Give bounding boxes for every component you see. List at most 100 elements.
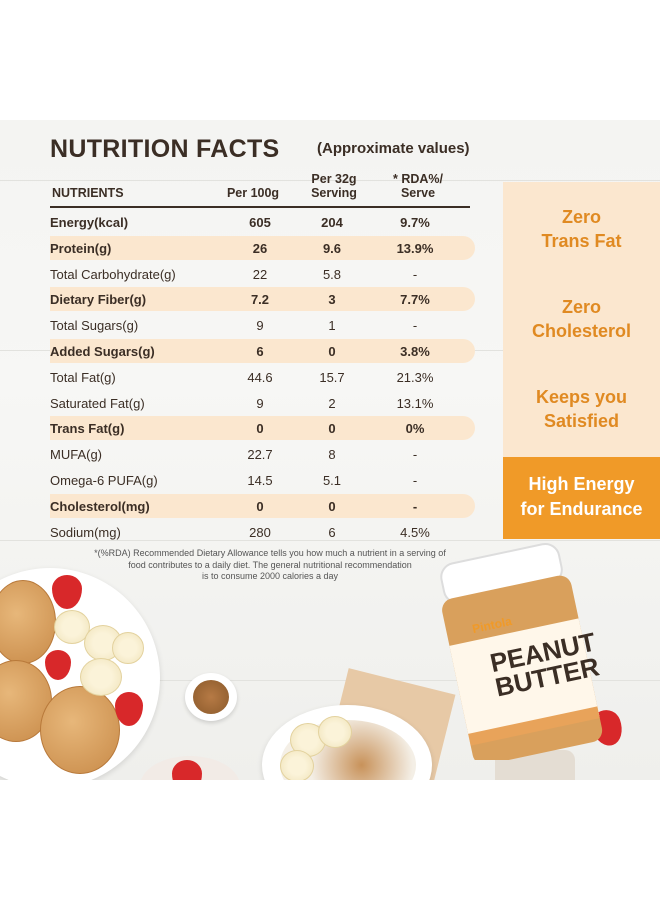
nutrient-name: Dietary Fiber(g) <box>50 292 147 308</box>
per32-value: 3 <box>328 292 336 308</box>
nutrient-name: Protein(g) <box>50 240 112 256</box>
rda-value: 13.1% <box>396 395 434 411</box>
header-nutrients: NUTRIENTS <box>52 186 124 200</box>
per100-value: 26 <box>252 240 268 256</box>
per32-value: 0 <box>328 498 336 514</box>
table-row: Protein(g) 26 9.6 13.9% <box>50 235 475 260</box>
banana-slice-image <box>80 658 122 696</box>
rda-value: - <box>412 266 418 282</box>
page-title: NUTRITION FACTS <box>50 135 280 163</box>
table-row: Sodium(mg) 280 6 4.5% <box>50 520 470 544</box>
per100-value: 280 <box>249 524 271 540</box>
per32-value: 1 <box>328 318 336 334</box>
nutrient-name: MUFA(g) <box>50 447 102 463</box>
footnote-line: food contributes to a daily diet. The ge… <box>128 559 412 570</box>
per32-value: 0 <box>328 421 336 437</box>
feature-cholesterol: Zero Cholesterol <box>503 295 660 343</box>
table-row: Omega-6 PUFA(g) 14.5 5.1 - <box>50 468 470 492</box>
per100-value: 14.5 <box>247 473 273 488</box>
feature-trans-fat: Zero Trans Fat <box>503 205 660 253</box>
per32-value: 0 <box>328 344 336 359</box>
table-row: Total Sugars(g) 9 1 - <box>50 313 470 337</box>
header-per100: Per 100g <box>226 186 280 200</box>
table-row: Energy(kcal) 605 204 9.7% <box>50 210 470 234</box>
table-row: Dietary Fiber(g) 7.2 3 7.7% <box>50 287 475 312</box>
feature-line: Zero <box>561 297 601 317</box>
rda-value: 13.9% <box>396 240 434 256</box>
rda-footnote: *(%RDA) Recommended Dietary Allowance te… <box>60 548 480 583</box>
rda-value: - <box>412 447 418 463</box>
per32-value: 204 <box>321 215 343 230</box>
strawberry-image <box>52 575 82 609</box>
nutrient-name: Sodium(mg) <box>50 524 121 540</box>
rda-value: - <box>412 498 418 514</box>
header-per32-line2: Serving <box>311 186 357 200</box>
per100-value: 22.7 <box>247 447 273 463</box>
feature-line: Trans Fat <box>541 231 622 251</box>
rda-value: 0% <box>405 421 425 437</box>
almonds-image <box>193 680 229 714</box>
header-rda-line2: Serve <box>400 186 436 200</box>
header-rda-line1: * RDA%/ <box>392 172 443 186</box>
pancake-image <box>40 686 120 774</box>
per100-value: 7.2 <box>250 292 270 308</box>
per100-value: 0 <box>256 421 264 437</box>
per100-value: 9 <box>256 318 264 334</box>
rda-value: 9.7% <box>400 215 430 230</box>
nutrient-name: Energy(kcal) <box>50 215 129 230</box>
strawberry-image <box>115 692 143 726</box>
per100-value: 605 <box>249 215 271 230</box>
footnote-line: *(%RDA) Recommended Dietary Allowance te… <box>94 548 446 558</box>
rda-value: 7.7% <box>400 292 430 308</box>
wood-plank-line <box>0 680 660 681</box>
wood-plank-line <box>0 540 660 541</box>
table-row: Trans Fat(g) 0 0 0% <box>50 416 475 441</box>
feature-line: for Endurance <box>520 499 643 519</box>
nutrient-name: Saturated Fat(g) <box>50 395 145 411</box>
per32-value: 5.1 <box>322 473 342 488</box>
per32-value: 6 <box>328 524 336 540</box>
per100-value: 22 <box>252 266 268 282</box>
wood-plank-line <box>0 180 660 181</box>
header-rda: * RDA%/ Serve <box>380 172 456 200</box>
footnote-line: is to consume 2000 calories a day <box>201 571 339 581</box>
per32-value: 8 <box>328 447 336 463</box>
nutrient-name: Total Sugars(g) <box>50 318 139 334</box>
feature-line: Keeps you <box>535 387 628 407</box>
per32-value: 9.6 <box>322 240 342 256</box>
per100-value: 44.6 <box>247 369 273 385</box>
rda-value: - <box>412 473 418 488</box>
banana-slice-image <box>280 750 314 780</box>
banana-slice-image <box>318 716 352 748</box>
per32-value: 15.7 <box>319 369 345 385</box>
table-row: Cholesterol(mg) 0 0 - <box>50 493 475 518</box>
rda-value: 4.5% <box>400 524 430 540</box>
rda-value: 21.3% <box>396 369 434 385</box>
feature-energy-badge: High Energy for Endurance <box>503 457 660 539</box>
feature-line: Satisfied <box>543 411 620 431</box>
nutrient-name: Trans Fat(g) <box>50 421 125 437</box>
jar-svg <box>440 542 603 765</box>
per32-value: 2 <box>328 395 336 411</box>
nutrient-name: Total Carbohydrate(g) <box>50 266 176 282</box>
per100-value: 6 <box>256 344 264 359</box>
feature-line: Zero <box>561 207 601 227</box>
approx-note: (Approximate values) <box>317 140 470 157</box>
header-divider <box>50 206 470 208</box>
feature-line: High Energy <box>528 474 635 494</box>
per32-value: 5.8 <box>322 266 342 282</box>
rda-value: - <box>412 318 418 334</box>
nutrient-name: Added Sugars(g) <box>50 344 155 359</box>
table-row: Added Sugars(g) 6 0 3.8% <box>50 339 475 363</box>
table-row: Saturated Fat(g) 9 2 13.1% <box>50 391 470 415</box>
rda-value: 3.8% <box>400 344 430 359</box>
header-per32: Per 32g Serving <box>297 172 371 200</box>
table-row: MUFA(g) 22.7 8 - <box>50 442 470 466</box>
feature-satisfied: Keeps you Satisfied <box>503 385 660 433</box>
table-row: Total Carbohydrate(g) 22 5.8 - <box>50 262 470 286</box>
feature-line: Cholesterol <box>531 321 632 341</box>
strawberry-image <box>172 760 202 780</box>
nutrient-name: Total Fat(g) <box>50 369 116 385</box>
nutrition-panel: NUTRITION FACTS (Approximate values) NUT… <box>0 120 660 780</box>
peanut-butter-jar-image: Pintola PEANUT BUTTER <box>438 540 614 765</box>
